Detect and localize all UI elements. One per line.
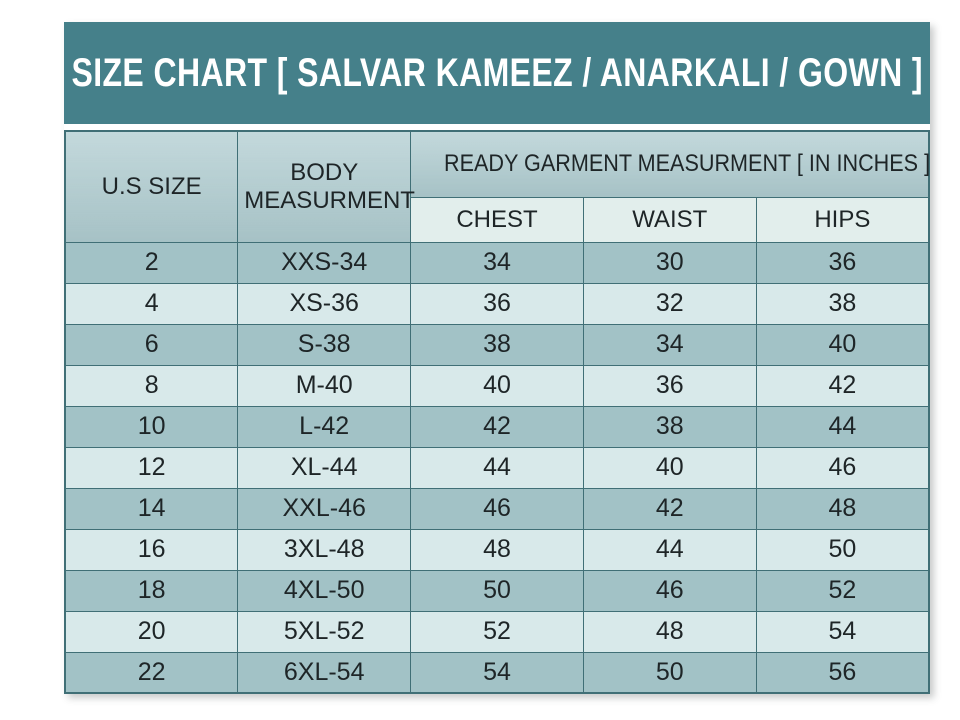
table-cell: 48	[755, 487, 930, 530]
table-cell: XS-36	[237, 282, 412, 325]
table-cell: 20	[64, 610, 239, 653]
table-cell: 50	[755, 528, 930, 571]
size-table: U.S SIZE BODY MEASURMENT READY GARMENT M…	[64, 130, 930, 694]
table-row: 10 L-42 42 38 44	[64, 405, 930, 448]
table-cell: XL-44	[237, 446, 412, 489]
table-row: 16 3XL-48 48 44 50	[64, 528, 930, 571]
table-cell: 4XL-50	[237, 569, 412, 612]
table-cell: XXL-46	[237, 487, 412, 530]
table-cell: 48	[582, 610, 757, 653]
header-row-2: CHEST WAIST HIPS	[65, 196, 930, 243]
table-cell: 38	[755, 282, 930, 325]
table-cell: 54	[410, 651, 584, 694]
table-cell: S-38	[237, 323, 412, 366]
table-cell: 46	[582, 569, 757, 612]
table-cell: 44	[410, 446, 584, 489]
table-cell: 32	[582, 282, 757, 325]
table-cell: 10	[64, 405, 239, 448]
table-row: 4 XS-36 36 32 38	[64, 282, 930, 325]
table-cell: 38	[582, 405, 757, 448]
table-cell: 52	[410, 610, 584, 653]
group-header-ready-garment: READY GARMENT MEASURMENT [ IN INCHES ]	[410, 130, 931, 198]
table-cell: 46	[755, 446, 930, 489]
size-table-header: U.S SIZE BODY MEASURMENT READY GARMENT M…	[64, 130, 931, 243]
sub-header-hips: HIPS	[755, 196, 930, 243]
table-row: 20 5XL-52 52 48 54	[64, 610, 930, 653]
table-cell: L-42	[237, 405, 412, 448]
table-cell: 36	[755, 241, 930, 284]
size-table-body: 2 XXS-34 34 30 36 4 XS-36 36 32 38 6 S-38 38 34 40 8 M-4…	[64, 241, 930, 694]
table-cell: 22	[64, 651, 239, 694]
title-divider	[64, 124, 930, 130]
size-chart-panel: SIZE CHART [ SALVAR KAMEEZ / ANARKALI / …	[64, 22, 930, 694]
table-cell: 40	[410, 364, 584, 407]
table-cell: 48	[410, 528, 584, 571]
table-cell: 5XL-52	[237, 610, 412, 653]
table-row: 6 S-38 38 34 40	[64, 323, 930, 366]
chart-title: SIZE CHART [ SALVAR KAMEEZ / ANARKALI / …	[71, 50, 923, 95]
col-header-body-measurment: BODY MEASURMENT	[237, 130, 415, 243]
table-cell: 38	[410, 323, 584, 366]
table-cell: 2	[64, 241, 239, 284]
table-cell: 36	[410, 282, 584, 325]
chart-title-bar: SIZE CHART [ SALVAR KAMEEZ / ANARKALI / …	[64, 22, 930, 124]
table-row: 12 XL-44 44 40 46	[64, 446, 930, 489]
table-cell: 6	[64, 323, 239, 366]
table-cell: 50	[582, 651, 757, 694]
table-cell: 18	[64, 569, 239, 612]
group-header-label: READY GARMENT MEASURMENT [ IN INCHES ]	[444, 150, 931, 178]
table-cell: 52	[755, 569, 930, 612]
table-cell: 54	[755, 610, 930, 653]
table-cell: 44	[582, 528, 757, 571]
table-cell: 34	[582, 323, 757, 366]
table-cell: 56	[755, 651, 930, 694]
table-cell: XXS-34	[237, 241, 412, 284]
table-cell: 14	[64, 487, 239, 530]
table-cell: 42	[582, 487, 757, 530]
table-row: 2 XXS-34 34 30 36	[64, 241, 930, 284]
table-cell: 34	[410, 241, 584, 284]
table-cell: 42	[755, 364, 930, 407]
table-cell: 40	[582, 446, 757, 489]
table-cell: 16	[64, 528, 239, 571]
sub-header-chest: CHEST	[410, 196, 584, 243]
table-cell: 30	[582, 241, 757, 284]
table-row: 8 M-40 40 36 42	[64, 364, 930, 407]
table-cell: 42	[410, 405, 584, 448]
table-row: 18 4XL-50 50 46 52	[64, 569, 930, 612]
col-header-us-size: U.S SIZE	[64, 130, 239, 243]
table-cell: 6XL-54	[237, 651, 412, 694]
table-cell: 36	[582, 364, 757, 407]
table-cell: 4	[64, 282, 239, 325]
table-cell: 3XL-48	[237, 528, 412, 571]
table-cell: 8	[64, 364, 239, 407]
table-cell: 40	[755, 323, 930, 366]
header-row-1: U.S SIZE BODY MEASURMENT READY GARMENT M…	[64, 130, 931, 243]
table-row: 22 6XL-54 54 50 56	[64, 651, 930, 694]
table-cell: 50	[410, 569, 584, 612]
table-cell: 46	[410, 487, 584, 530]
table-cell: 12	[64, 446, 239, 489]
table-row: 14 XXL-46 46 42 48	[64, 487, 930, 530]
sub-header-waist: WAIST	[582, 196, 757, 243]
table-cell: M-40	[237, 364, 412, 407]
table-cell: 44	[755, 405, 930, 448]
